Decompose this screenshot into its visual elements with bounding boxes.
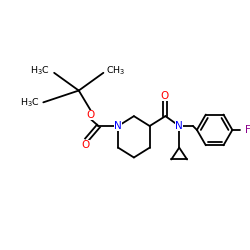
Text: CH$_3$: CH$_3$ [106, 64, 126, 77]
Text: O: O [86, 110, 95, 120]
Text: O: O [160, 92, 168, 102]
Text: N: N [114, 121, 122, 131]
Text: F: F [245, 125, 250, 135]
Text: O: O [82, 140, 90, 150]
Text: H$_3$C: H$_3$C [20, 96, 40, 108]
Text: N: N [175, 121, 183, 131]
Text: H$_3$C: H$_3$C [30, 64, 50, 77]
